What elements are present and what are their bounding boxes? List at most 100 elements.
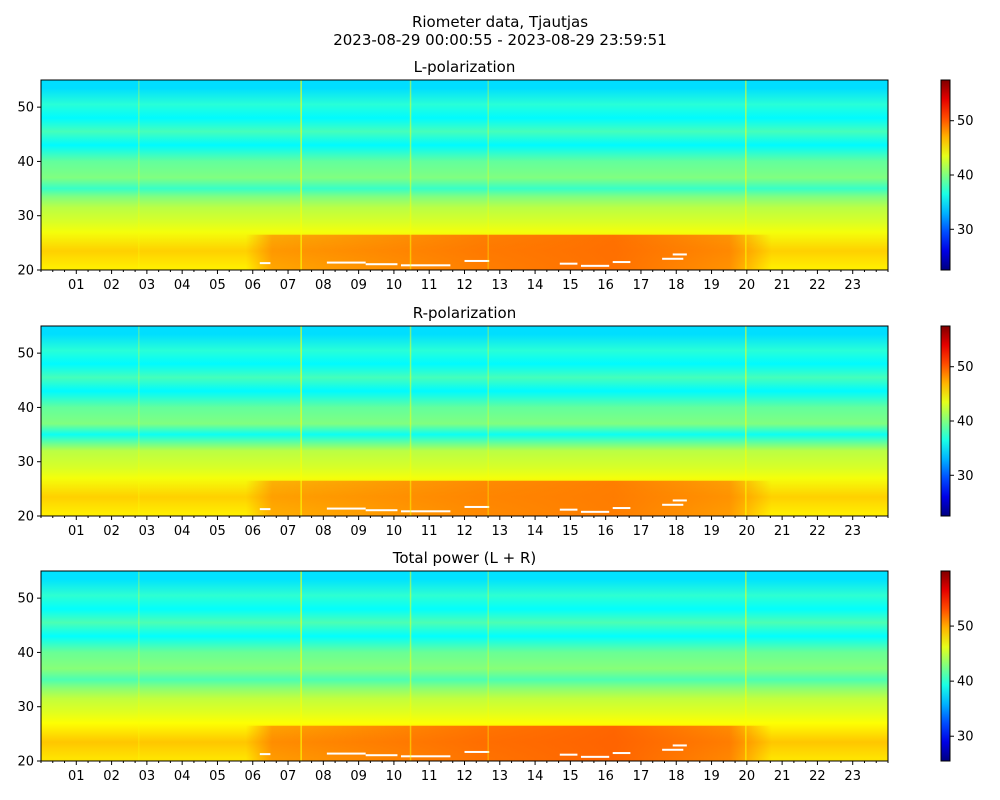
x-tick-label: 18 [668, 769, 685, 784]
y-tick-label: 40 [17, 401, 34, 416]
x-tick-label: 14 [527, 278, 544, 293]
x-tick-label: 16 [597, 769, 614, 784]
x-tick-label: 13 [492, 524, 509, 539]
data-gap [365, 263, 398, 266]
data-gap [400, 510, 451, 513]
panel-0: L-polarization 20 30 40 50 01 02 03 04 05 06 07 08 09… [17, 58, 973, 293]
colorbar-tick-label: 30 [957, 469, 974, 484]
x-tick-label: 11 [421, 524, 438, 539]
x-tick-label: 17 [633, 769, 650, 784]
x-tick-label: 04 [174, 524, 191, 539]
colorbar [940, 570, 951, 762]
data-gap [580, 755, 610, 758]
x-tick-label: 10 [386, 524, 403, 539]
streak [409, 80, 412, 270]
x-tick-label: 21 [774, 278, 791, 293]
x-tick-label: 06 [244, 278, 261, 293]
x-tick-label: 02 [103, 769, 120, 784]
colorbar-tick-label: 50 [957, 360, 974, 375]
x-tick-label: 20 [739, 278, 756, 293]
x-tick-label: 07 [280, 524, 297, 539]
x-tick-label: 10 [386, 769, 403, 784]
enhancement-region [245, 725, 772, 761]
x-tick-label: 14 [527, 524, 544, 539]
x-tick-label: 03 [139, 769, 156, 784]
x-tick-label: 22 [809, 278, 826, 293]
data-gap [612, 261, 631, 264]
y-tick-label: 50 [17, 101, 34, 116]
x-tick-label: 23 [844, 524, 861, 539]
y-tick-label: 30 [17, 455, 34, 470]
x-tick-label: 15 [562, 278, 579, 293]
x-tick-label: 13 [492, 278, 509, 293]
x-tick-label: 09 [350, 769, 367, 784]
x-tick-label: 23 [844, 769, 861, 784]
panel-title: R-polarization [413, 304, 516, 322]
streak [138, 80, 140, 270]
streak [300, 326, 302, 516]
x-tick-label: 08 [315, 769, 332, 784]
x-tick-label: 08 [315, 524, 332, 539]
streak [138, 571, 140, 761]
x-tick-label: 01 [68, 524, 85, 539]
x-tick-label: 22 [809, 769, 826, 784]
streak [409, 326, 412, 516]
data-gap [464, 259, 490, 262]
x-tick-label: 05 [209, 769, 226, 784]
data-gap [464, 750, 490, 753]
y-tick-label: 20 [17, 510, 34, 525]
colorbar-tick-label: 50 [957, 114, 974, 129]
streak [745, 80, 747, 270]
streak [300, 571, 302, 761]
x-tick-label: 18 [668, 524, 685, 539]
colorbar [940, 325, 951, 517]
data-gap [326, 507, 366, 510]
y-tick-label: 30 [17, 209, 34, 224]
x-tick-label: 05 [209, 278, 226, 293]
x-tick-label: 02 [103, 278, 120, 293]
data-gap [365, 509, 398, 512]
panel-title: Total power (L + R) [392, 549, 537, 567]
panel-2: Total power (L + R) 20 30 40 50 01 02 03 04 05 06 0… [17, 549, 973, 784]
x-tick-label: 03 [139, 524, 156, 539]
x-tick-label: 06 [244, 769, 261, 784]
x-tick-label: 19 [703, 769, 720, 784]
x-tick-label: 04 [174, 769, 191, 784]
data-gap [612, 507, 631, 510]
streak [300, 80, 302, 270]
x-tick-label: 16 [597, 278, 614, 293]
x-tick-label: 15 [562, 769, 579, 784]
x-tick-label: 17 [633, 278, 650, 293]
y-tick-label: 40 [17, 155, 34, 170]
data-gap [612, 752, 631, 755]
data-gap [400, 755, 451, 758]
x-tick-label: 07 [280, 769, 297, 784]
data-gap [672, 499, 687, 502]
x-tick-label: 05 [209, 524, 226, 539]
x-tick-label: 23 [844, 278, 861, 293]
x-tick-label: 20 [739, 769, 756, 784]
x-tick-label: 14 [527, 769, 544, 784]
x-tick-label: 01 [68, 278, 85, 293]
x-tick-label: 16 [597, 524, 614, 539]
x-tick-label: 21 [774, 769, 791, 784]
data-gap [662, 503, 684, 506]
colorbar-tick-label: 30 [957, 223, 974, 238]
x-tick-label: 01 [68, 769, 85, 784]
x-tick-label: 12 [456, 524, 473, 539]
data-gap [259, 508, 271, 511]
data-gap [580, 510, 610, 513]
y-tick-label: 30 [17, 700, 34, 715]
y-tick-label: 50 [17, 592, 34, 607]
y-tick-label: 20 [17, 264, 34, 279]
colorbar-tick-label: 40 [957, 675, 974, 690]
x-tick-label: 13 [492, 769, 509, 784]
data-gap [326, 261, 366, 264]
colorbar-tick-label: 50 [957, 620, 974, 635]
figure-subtitle: 2023-08-29 00:00:55 - 2023-08-29 23:59:5… [333, 31, 667, 49]
data-gap [559, 508, 578, 511]
x-tick-label: 04 [174, 278, 191, 293]
panel-1: R-polarization 20 30 40 50 01 02 03 04 05 06 07 08 09… [17, 304, 973, 539]
y-tick-label: 50 [17, 347, 34, 362]
